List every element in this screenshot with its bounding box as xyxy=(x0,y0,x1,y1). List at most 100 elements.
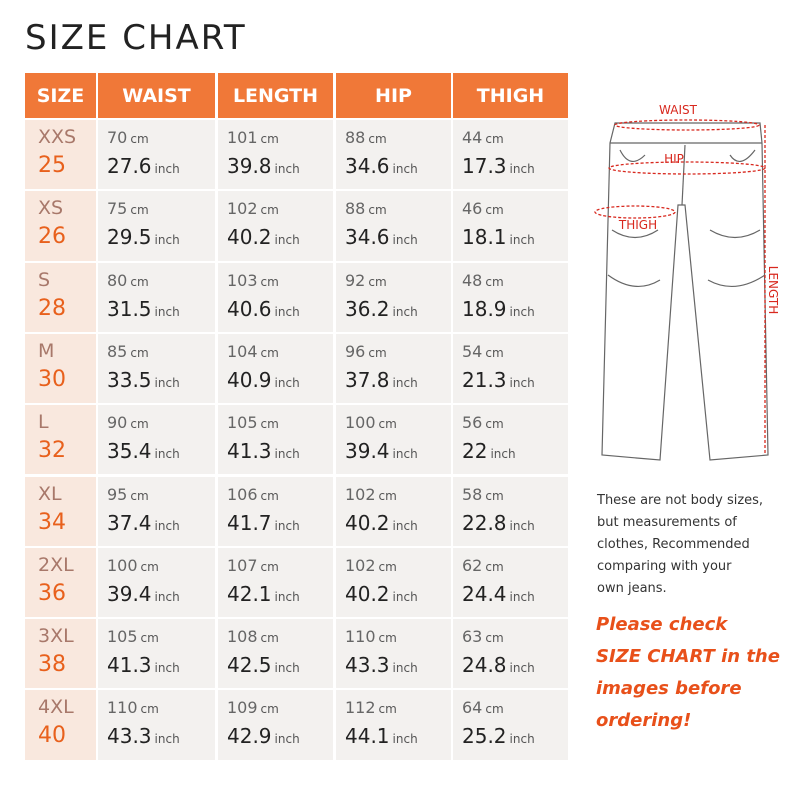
inch-unit: inch xyxy=(392,732,418,747)
callout-line: Please check xyxy=(596,614,728,635)
inch-line: 34.6 inch xyxy=(345,225,418,249)
cm-line: 107 cm xyxy=(227,556,279,575)
inch-line: 36.2 inch xyxy=(345,297,418,321)
measure-cell: 46 cm 18.1 inch xyxy=(453,191,568,261)
inch-value: 17.3 xyxy=(462,154,507,178)
cm-value: 58 xyxy=(462,484,483,504)
cm-line: 95 cm xyxy=(107,485,149,504)
inch-unit: inch xyxy=(509,304,535,319)
header-cell: SIZE xyxy=(25,73,96,118)
title: SIZE CHART xyxy=(25,18,247,58)
cm-line: 96 cm xyxy=(345,342,387,361)
cm-line: 58 cm xyxy=(462,485,504,504)
inch-unit: inch xyxy=(274,304,300,319)
size-cell: L 32 xyxy=(25,405,96,475)
inch-line: 21.3 inch xyxy=(462,368,535,392)
inch-unit: inch xyxy=(274,447,300,462)
size-cell: XS 26 xyxy=(25,191,96,261)
inch-unit: inch xyxy=(154,732,180,747)
cm-unit: cm xyxy=(140,631,159,646)
cm-unit: cm xyxy=(368,274,387,289)
size-label: M xyxy=(38,339,55,362)
inch-value: 24.4 xyxy=(462,581,507,606)
inch-line: 40.9 inch xyxy=(227,368,300,392)
cm-value: 105 xyxy=(107,627,138,647)
cm-line: 106 cm xyxy=(227,485,279,504)
inch-unit: inch xyxy=(509,661,535,676)
inch-value: 42.5 xyxy=(227,653,272,678)
cm-line: 105 cm xyxy=(107,627,159,646)
cm-value: 90 xyxy=(107,413,128,433)
inch-value: 27.6 xyxy=(107,154,152,178)
note-line: but measurements of xyxy=(597,515,737,530)
inch-unit: inch xyxy=(154,589,180,604)
cm-value: 96 xyxy=(345,341,366,361)
inch-line: 42.9 inch xyxy=(227,724,300,748)
cm-unit: cm xyxy=(485,274,504,289)
cm-unit: cm xyxy=(260,203,279,218)
cm-unit: cm xyxy=(378,417,397,432)
cm-line: 108 cm xyxy=(227,627,279,646)
inch-value: 40.2 xyxy=(227,225,272,250)
inch-value: 41.7 xyxy=(227,510,272,535)
inch-value: 36.2 xyxy=(345,296,390,321)
cm-value: 104 xyxy=(227,341,258,361)
size-cell: M 30 xyxy=(25,333,96,404)
cm-value: 54 xyxy=(462,341,483,361)
inch-line: 40.2 inch xyxy=(345,582,418,606)
callout-line: images before xyxy=(596,678,742,699)
inch-line: 27.6 inch xyxy=(107,154,180,178)
cm-unit: cm xyxy=(140,702,159,717)
size-number: 40 xyxy=(38,723,66,749)
header-cell: LENGTH xyxy=(218,73,333,118)
inch-value: 29.5 xyxy=(107,225,152,250)
size-number: 30 xyxy=(38,366,66,392)
inch-value: 33.5 xyxy=(107,367,152,392)
cm-value: 103 xyxy=(227,270,258,290)
cm-line: 64 cm xyxy=(462,698,504,717)
inch-unit: inch xyxy=(509,375,535,390)
cm-value: 62 xyxy=(462,555,483,575)
size-number: 28 xyxy=(38,295,66,321)
size-cell: 3XL 38 xyxy=(25,619,96,689)
inch-line: 40.2 inch xyxy=(227,225,300,249)
cm-unit: cm xyxy=(485,132,504,146)
cm-unit: cm xyxy=(378,702,397,717)
cm-unit: cm xyxy=(130,417,149,432)
inch-line: 25.2 inch xyxy=(462,724,535,748)
size-number: 25 xyxy=(38,153,66,178)
cm-value: 101 xyxy=(227,128,258,147)
header-cell: WAIST xyxy=(98,73,215,118)
inch-value: 40.2 xyxy=(345,581,390,606)
size-cell: S 28 xyxy=(25,262,96,332)
size-label: 3XL xyxy=(38,625,74,648)
cm-unit: cm xyxy=(260,274,279,289)
inch-line: 43.3 inch xyxy=(107,724,180,748)
inch-unit: inch xyxy=(392,304,418,319)
cm-value: 95 xyxy=(107,484,128,504)
cm-value: 85 xyxy=(107,341,128,361)
cm-value: 102 xyxy=(345,484,376,504)
cm-unit: cm xyxy=(130,203,149,218)
size-number: 38 xyxy=(38,652,66,678)
cm-line: 63 cm xyxy=(462,627,504,646)
cm-unit: cm xyxy=(130,488,149,503)
measure-cell: 102 cm 40.2 inch xyxy=(218,191,333,261)
inch-unit: inch xyxy=(274,518,300,533)
cm-line: 100 cm xyxy=(107,556,159,575)
measure-cell: 105 cm 41.3 inch xyxy=(218,405,333,475)
cm-unit: cm xyxy=(140,559,159,574)
measure-cell: 106 cm 41.7 inch xyxy=(218,476,333,546)
measure-cell: 48 cm 18.9 inch xyxy=(453,262,568,332)
inch-line: 22 inch xyxy=(462,439,516,463)
inch-line: 39.8 inch xyxy=(227,154,300,178)
cm-line: 109 cm xyxy=(227,698,279,717)
inch-value: 25.2 xyxy=(462,724,507,749)
inch-line: 31.5 inch xyxy=(107,297,180,321)
inch-unit: inch xyxy=(274,732,300,747)
inch-line: 29.5 inch xyxy=(107,225,180,249)
inch-unit: inch xyxy=(392,447,418,462)
inch-unit: inch xyxy=(274,162,300,176)
measure-cell: 90 cm 35.4 inch xyxy=(98,405,215,475)
inch-line: 18.9 inch xyxy=(462,297,535,321)
